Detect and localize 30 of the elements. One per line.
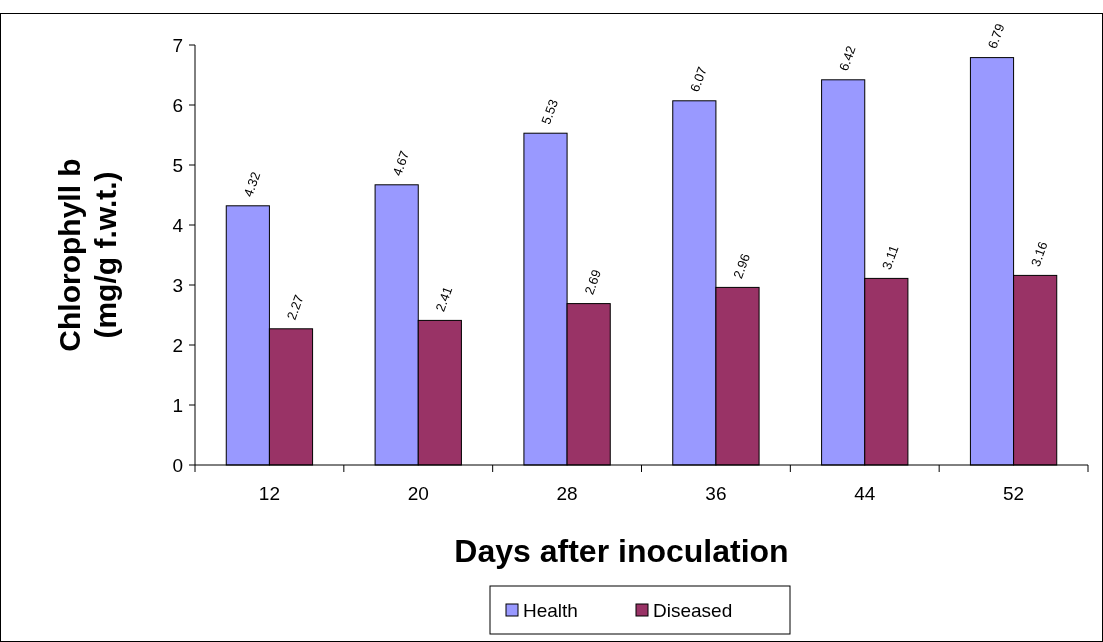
y-tick-label: 0: [172, 454, 183, 476]
data-label: 3.11: [879, 243, 902, 272]
data-label: 4.32: [240, 169, 264, 199]
data-label: 2.69: [581, 267, 605, 297]
x-tick-label: 36: [705, 483, 727, 504]
x-tick-label: 12: [258, 483, 280, 504]
y-tick-label: 1: [172, 394, 183, 416]
legend-label: Diseased: [653, 599, 733, 621]
x-tick-label: 52: [1003, 483, 1025, 504]
data-label: 6.42: [835, 43, 859, 73]
y-tick-label: 5: [172, 154, 183, 176]
y-axis-title: Chlorophyll b (mg/g f.w.t.): [53, 158, 122, 352]
y-tick-label: 4: [172, 214, 184, 236]
x-axis-title: Days after inoculation: [454, 533, 789, 569]
data-label: 5.53: [538, 97, 561, 127]
data-label: 6.07: [687, 64, 710, 94]
y-tick-label: 3: [172, 274, 183, 296]
data-label: 2.96: [730, 251, 753, 281]
y-tick-label: 2: [172, 334, 183, 356]
data-label: 2.27: [283, 292, 307, 322]
y-tick-label: 6: [172, 94, 183, 116]
legend-label: Health: [523, 599, 578, 621]
data-label: 3.16: [1027, 239, 1051, 269]
data-label: 4.67: [389, 148, 413, 178]
data-label: 2.41: [432, 284, 456, 314]
x-tick-label: 28: [556, 483, 578, 504]
x-tick-label: 44: [854, 483, 876, 504]
data-label: 6.79: [984, 21, 1008, 51]
x-tick-label: 20: [407, 483, 429, 504]
y-tick-label: 7: [172, 34, 183, 56]
